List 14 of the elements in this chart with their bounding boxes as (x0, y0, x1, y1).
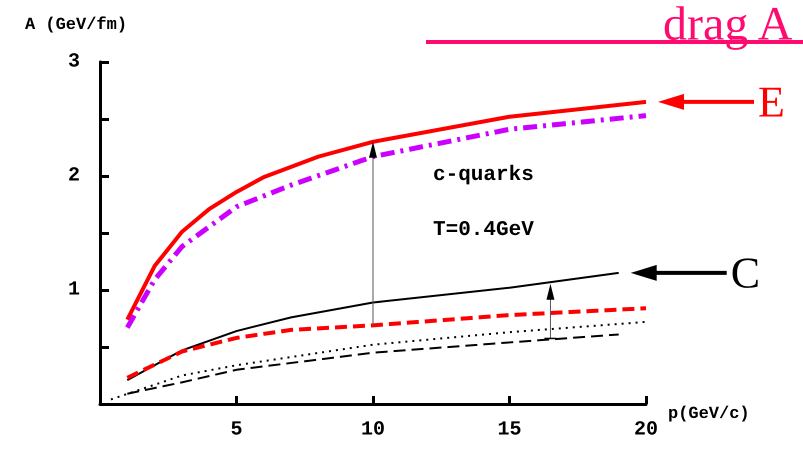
x-tick-label: 10 (360, 418, 386, 442)
y-tick-label: 1 (68, 278, 80, 302)
x-axis-title: p(GeV/c) (668, 405, 750, 424)
annotation: c-quarks (433, 164, 534, 187)
y-tick-label: 3 (68, 50, 80, 74)
y-axis-title: A (GeV/fm) (25, 16, 128, 35)
x-tick-label: 15 (497, 418, 522, 442)
annotation: T=0.4GeV (433, 219, 534, 242)
x-tick-label: 20 (634, 418, 658, 442)
annotation: C (730, 248, 760, 298)
x-tick-label: 5 (230, 418, 243, 442)
y-tick-label: 2 (68, 164, 80, 188)
chart-title: drag A (663, 0, 793, 50)
annotation: E (758, 77, 785, 126)
